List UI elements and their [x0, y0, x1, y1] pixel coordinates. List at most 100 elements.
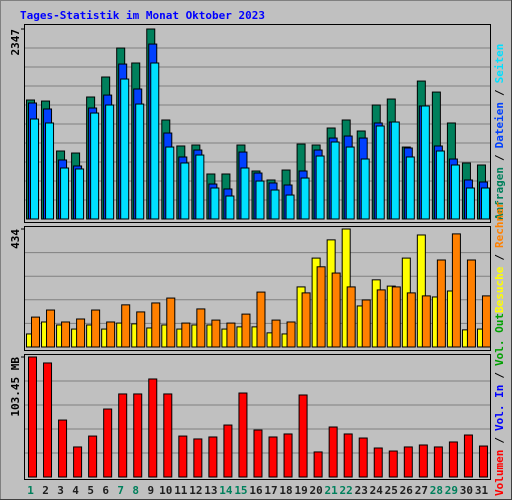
bar [480, 187, 490, 220]
legend-separator: / [493, 154, 506, 161]
bar [61, 321, 71, 348]
x-tick-label: 17 [264, 484, 277, 497]
bar [181, 322, 191, 348]
bar [238, 392, 248, 478]
legend-entry: Anfragen [493, 167, 506, 220]
bar [165, 146, 175, 220]
x-tick-label: 29 [445, 484, 458, 497]
bar [121, 304, 131, 348]
bar [241, 313, 251, 348]
x-tick-label: 30 [460, 484, 473, 497]
legend: Besuche / Rechner [493, 201, 506, 313]
x-tick-label: 27 [415, 484, 428, 497]
bar [376, 289, 386, 348]
bar [271, 319, 281, 348]
x-tick-label: 20 [309, 484, 322, 497]
x-tick-label: 21 [325, 484, 339, 497]
legend-entry: Volumen [493, 450, 506, 496]
bar [316, 266, 326, 348]
bar [73, 446, 83, 478]
bar [388, 450, 398, 478]
legend-entry: Seiten [493, 44, 506, 84]
legend-entry: Vol. Out [493, 313, 506, 366]
legend-entry: Besuche [493, 266, 506, 313]
x-tick-label: 24 [370, 484, 384, 497]
bar [390, 121, 400, 220]
bar [315, 155, 325, 220]
bar [300, 177, 310, 220]
bar [118, 393, 128, 478]
bar [436, 259, 446, 348]
legend-entry: Dateien [493, 102, 506, 148]
bar [420, 105, 430, 220]
x-tick-label: 18 [279, 484, 292, 497]
bar [151, 302, 161, 348]
x-tick-label: 7 [117, 484, 124, 497]
bar [196, 308, 206, 348]
x-tick-label: 9 [147, 484, 154, 497]
x-tick-label: 23 [355, 484, 368, 497]
bar [193, 438, 203, 478]
bar [403, 446, 413, 478]
bar [43, 362, 53, 478]
bar [466, 259, 476, 348]
bar [285, 194, 295, 220]
bar [135, 103, 145, 220]
x-tick-label: 5 [87, 484, 94, 497]
bar [195, 154, 205, 220]
bar [298, 394, 308, 478]
bar [223, 424, 233, 478]
bar [343, 433, 353, 478]
legend-separator: / [493, 254, 506, 261]
x-tick-label: 28 [430, 484, 443, 497]
legend-separator: / [493, 437, 506, 444]
bar [331, 272, 341, 348]
bar [255, 180, 265, 220]
bar [120, 78, 130, 220]
bar [166, 297, 176, 348]
bar [46, 309, 56, 348]
x-tick-label: 11 [174, 484, 188, 497]
bar [328, 426, 338, 478]
x-tick-label: 15 [234, 484, 247, 497]
bar [286, 321, 296, 348]
bar [225, 195, 235, 220]
bar [405, 156, 415, 220]
bar [90, 112, 100, 220]
bar [103, 408, 113, 478]
bar [478, 445, 488, 478]
bar [450, 164, 460, 220]
x-tick-label: 13 [204, 484, 217, 497]
bar [406, 292, 416, 348]
bar [481, 295, 491, 348]
legend-separator: / [493, 372, 506, 379]
bar [360, 158, 370, 220]
x-tick-label: 22 [340, 484, 353, 497]
bar [75, 168, 85, 220]
bar [240, 167, 250, 220]
bar [256, 291, 266, 348]
bar [391, 286, 401, 348]
y-tick-label: 434 [9, 229, 22, 249]
bar [448, 441, 458, 478]
bar [136, 311, 146, 348]
legend-entry: Rechner [493, 201, 506, 248]
bar [76, 318, 86, 348]
bar [28, 356, 37, 478]
bar [283, 433, 293, 478]
legend: Volumen / Vol. In / Vol. Out [493, 313, 506, 496]
bar [60, 167, 70, 220]
x-tick-label: 6 [102, 484, 109, 497]
bar [301, 292, 311, 348]
bar [433, 446, 443, 478]
bar [30, 118, 39, 220]
bar [150, 62, 160, 220]
bar [148, 378, 158, 478]
x-tick-label: 8 [132, 484, 139, 497]
y-tick-label: 103.45 MB [9, 357, 22, 417]
bar [268, 436, 278, 478]
bar [375, 125, 385, 220]
bar [435, 150, 445, 220]
bar [418, 444, 428, 478]
